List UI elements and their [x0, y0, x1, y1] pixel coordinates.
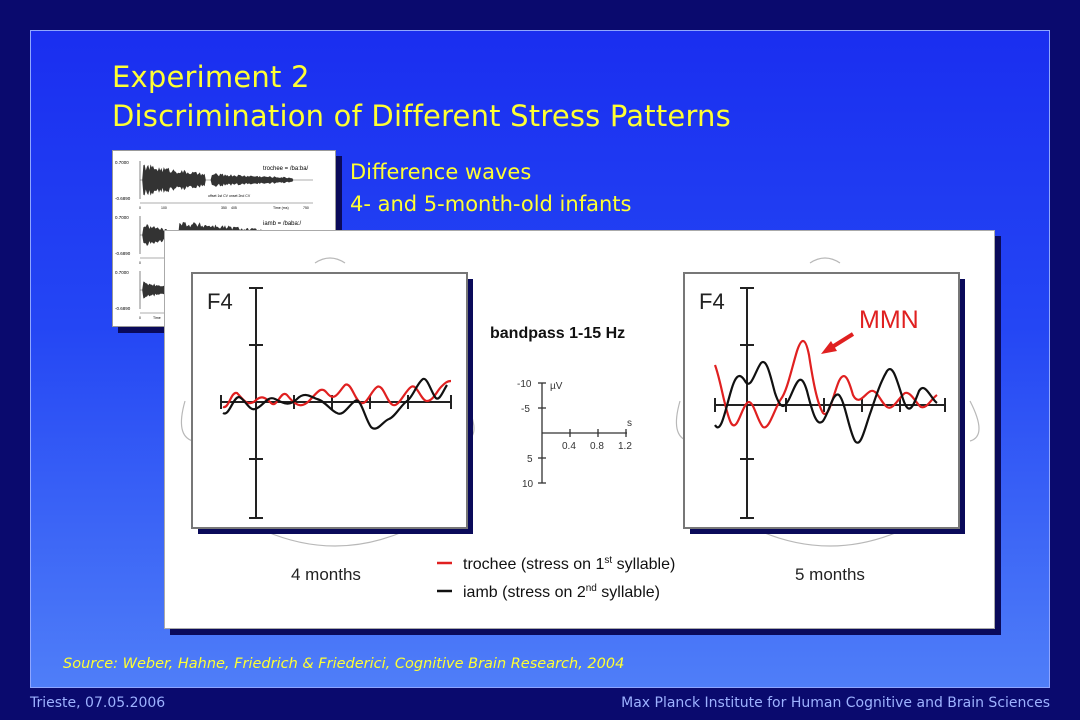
scale-unit-y: µV [550, 381, 563, 392]
legend: trochee (stress on 1st syllable) iamb (s… [437, 555, 675, 601]
scale-unit-x: s [627, 418, 632, 429]
waveform-tick: 0 [139, 316, 141, 320]
waveform-row-label: iamb = /baba:/ [263, 221, 302, 227]
waveform-note: offset 1st CV onset 2nd CV [208, 194, 251, 198]
waveform-tick: 100 [161, 206, 167, 210]
waveform-tick: 350 [221, 206, 227, 210]
waveform-ymin-label: -0.6890 [115, 306, 131, 311]
trace-iamb-5m [714, 360, 938, 444]
trace-trochee-5m [713, 339, 938, 429]
subtitle-line-2: 4- and 5-month-old infants [350, 192, 632, 216]
waveform-ymin-label: -0.6890 [115, 251, 131, 256]
legend-label-iamb: iamb (stress on 2nd syllable) [463, 583, 660, 601]
scale-x-tick: 0.4 [562, 441, 576, 452]
age-label-4-months: 4 months [291, 565, 361, 584]
legend-label-trochee: trochee (stress on 1st syllable) [463, 555, 675, 573]
erp-panel-5-months: F4 5 months MMN [683, 272, 965, 584]
filter-label: bandpass 1-15 Hz [490, 325, 625, 342]
scale-y-tick: 10 [522, 479, 534, 490]
scale-bar [538, 382, 627, 484]
waveform-tick: Time (ms) [273, 206, 289, 210]
erp-panel-4-months: F4 4 months [191, 272, 473, 584]
waveform-ymax-label: 0.7000 [115, 270, 129, 275]
scale-y-tick: -10 [517, 379, 532, 390]
erp-figure-panel: F4 4 months F4 [164, 230, 995, 629]
waveform-tick: Time [153, 316, 161, 320]
waveform-ymax-label: 0.7000 [115, 215, 129, 220]
footer-location-date: Trieste, 07.05.2006 [30, 695, 166, 711]
electrode-label: F4 [207, 289, 233, 314]
trace-iamb-4m [222, 377, 448, 430]
waveform-tick: 0 [139, 206, 141, 210]
scale-y-tick: -5 [521, 404, 530, 415]
waveform-trace-trochee [141, 164, 303, 196]
mmn-label: MMN [859, 306, 919, 334]
subtitle-line-1: Difference waves [350, 160, 532, 184]
slide-title-line-1: Experiment 2 [112, 60, 310, 94]
age-label-5-months: 5 months [795, 565, 865, 584]
footer-institute: Max Planck Institute for Human Cognitive… [621, 695, 1050, 711]
scale-x-tick: 0.8 [590, 441, 604, 452]
mmn-arrow-icon [821, 332, 855, 354]
waveform-ymin-label: -0.6890 [115, 196, 131, 201]
source-citation: Source: Weber, Hahne, Friedrich & Friede… [63, 656, 625, 672]
waveform-row-label: trochee = /ba:ba/ [263, 166, 309, 172]
scale-y-tick: 5 [527, 454, 533, 465]
waveform-row-trochee: 0.7000 -0.6890 trochee = /ba:ba/ offset … [115, 160, 313, 210]
electrode-label: F4 [699, 289, 725, 314]
trace-trochee-4m [222, 379, 452, 409]
waveform-tick: 405 [231, 206, 237, 210]
slide-title-line-2: Discrimination of Different Stress Patte… [112, 99, 731, 133]
erp-figure-svg: F4 4 months F4 [180, 257, 980, 601]
waveform-tick: 750 [303, 206, 309, 210]
waveform-tick: 0 [139, 261, 141, 265]
waveform-ymax-label: 0.7000 [115, 160, 129, 165]
scale-x-tick: 1.2 [618, 441, 632, 452]
